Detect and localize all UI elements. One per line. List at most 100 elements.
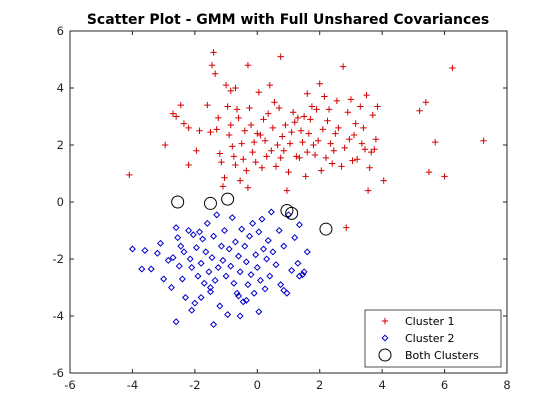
- cluster-1-point: [380, 177, 387, 184]
- cluster-1-point: [313, 106, 320, 113]
- cluster-1-point: [258, 164, 266, 171]
- cluster-1-point: [335, 124, 342, 132]
- cluster-2-point: [235, 292, 243, 300]
- x-tick-label: 4: [378, 378, 385, 392]
- cluster-1-point: [222, 81, 230, 89]
- y-tick-label: 2: [57, 138, 64, 152]
- cluster-1-point: [339, 63, 347, 70]
- cluster-1-point: [204, 101, 211, 109]
- cluster-1-point: [271, 99, 278, 106]
- cluster-2-point: [258, 215, 266, 223]
- cluster-2-point: [256, 276, 264, 284]
- cluster-1-point: [343, 224, 350, 231]
- cluster-1-point: [207, 128, 214, 136]
- cluster-2-point: [178, 275, 186, 283]
- cluster-1-point: [327, 140, 334, 147]
- cluster-1-point: [321, 93, 328, 100]
- cluster-2-point: [197, 293, 205, 301]
- cluster-2-point: [167, 283, 175, 292]
- y-tick-label: 0: [57, 195, 64, 209]
- cluster-1-point: [213, 126, 220, 133]
- legend-label: Cluster 2: [405, 332, 455, 345]
- cluster-1-point: [266, 81, 273, 89]
- cluster-2-point: [188, 306, 196, 314]
- cluster-1-point: [372, 136, 380, 143]
- cluster-1-point: [249, 148, 256, 156]
- cluster-2-point: [157, 239, 165, 247]
- cluster-1-point: [280, 147, 288, 154]
- cluster-1-point: [296, 154, 303, 162]
- cluster-1-point: [221, 174, 228, 181]
- cluster-2-point: [239, 298, 247, 306]
- cluster-2-point: [252, 251, 260, 259]
- cluster-2-point: [233, 289, 241, 297]
- cluster-1-point: [288, 128, 295, 136]
- cluster-2-point: [300, 268, 308, 276]
- cluster-1-point: [286, 140, 294, 147]
- y-tick-label: 4: [57, 81, 64, 95]
- cluster-2-point: [160, 275, 168, 283]
- cluster-2-point: [255, 308, 263, 316]
- cluster-2-point: [211, 276, 219, 284]
- cluster-1-point: [272, 163, 280, 170]
- cluster-2-point: [283, 289, 291, 297]
- cluster-2-point: [194, 272, 202, 280]
- cluster-2-point: [244, 281, 252, 289]
- cluster-1-point: [230, 153, 238, 160]
- cluster-2-point: [255, 228, 263, 236]
- cluster-1-point: [316, 80, 323, 87]
- cluster-2-point: [196, 228, 204, 236]
- cluster-2-point: [277, 281, 285, 289]
- cluster-2-point: [206, 288, 214, 296]
- cluster-2-point: [294, 259, 302, 267]
- cluster-2-point: [191, 299, 199, 307]
- cluster-1-point: [364, 187, 372, 194]
- cluster-1-point: [352, 120, 359, 127]
- both-clusters-point: [319, 222, 333, 236]
- cluster-1-point: [246, 104, 253, 112]
- cluster-1-point: [240, 156, 247, 163]
- cluster-1-point: [333, 97, 341, 105]
- cluster-1-point: [357, 103, 364, 110]
- cluster-2-point: [242, 258, 250, 266]
- cluster-2-point: [288, 266, 296, 274]
- cluster-1-point: [241, 127, 248, 134]
- cluster-1-point: [224, 103, 231, 110]
- cluster-2-point: [186, 255, 194, 263]
- cluster-1-point: [208, 62, 216, 69]
- cluster-2-point: [180, 248, 188, 256]
- cluster-1-point: [260, 116, 267, 123]
- cluster-1-point: [250, 138, 258, 146]
- cluster-2-point: [284, 211, 293, 219]
- cluster-1-point: [349, 157, 356, 164]
- cluster-1-point: [285, 168, 292, 176]
- cluster-2-point: [213, 211, 221, 219]
- cluster-2-point: [206, 283, 214, 292]
- x-tick-label: -4: [127, 378, 138, 392]
- cluster-2-point: [128, 245, 136, 253]
- cluster-1-point: [344, 109, 352, 116]
- x-tick-label: 2: [316, 378, 323, 392]
- cluster-1-point: [302, 173, 309, 180]
- cluster-2-point: [202, 248, 210, 256]
- cluster-2-point: [221, 226, 229, 235]
- x-tick-label: -2: [189, 378, 200, 392]
- cluster-1-point: [449, 64, 456, 72]
- cluster-1-point: [308, 103, 316, 110]
- cluster-2-point: [275, 226, 283, 235]
- cluster-2-point: [227, 262, 235, 270]
- cluster-1-point: [310, 141, 317, 149]
- cluster-1-point: [350, 131, 358, 139]
- x-tick-label: 6: [441, 378, 448, 392]
- cluster-1-point: [441, 173, 448, 180]
- cluster-2-point: [216, 302, 224, 310]
- cluster-2-point: [199, 235, 207, 243]
- cluster-1-point: [325, 106, 333, 113]
- cluster-1-point: [329, 160, 336, 167]
- cluster-1-point: [324, 117, 331, 124]
- cluster-1-point: [257, 131, 264, 139]
- cluster-1-point: [254, 130, 261, 137]
- cluster-1-point: [318, 167, 325, 174]
- cluster-1-point: [338, 163, 345, 170]
- cluster-2-point: [241, 242, 249, 250]
